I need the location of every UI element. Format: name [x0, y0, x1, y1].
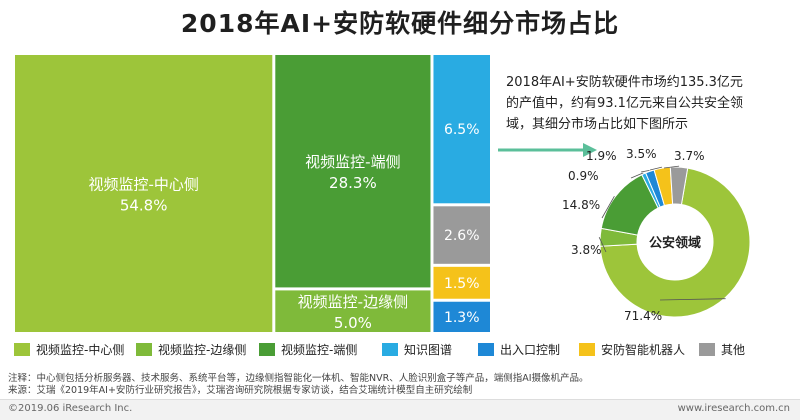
donut-leader-line — [640, 170, 650, 173]
treemap-category-label: 视频监控-中心侧 — [88, 176, 198, 194]
donut-value-label: 0.9% — [568, 169, 599, 183]
donut-value-label: 14.8% — [562, 198, 600, 212]
donut-value-label: 1.9% — [586, 149, 617, 163]
treemap-value-label: 54.8% — [120, 197, 168, 215]
treemap-cell-视频监控-中心侧 — [15, 55, 273, 332]
treemap-cell-视频监控-端侧 — [275, 55, 431, 288]
treemap-category-label: 视频监控-端侧 — [305, 153, 400, 171]
legend-item: 其他 — [699, 339, 745, 359]
legend-item: 视频监控-中心侧 — [14, 339, 124, 359]
legend-label: 视频监控-边缘侧 — [158, 342, 247, 357]
legend-label: 安防智能机器人 — [601, 342, 686, 357]
legend-swatch — [136, 342, 152, 356]
source-text: 来源：艾瑞《2019年AI+安防行业研究报告》，艾瑞咨询研究院根据专家访谈，结合… — [8, 385, 473, 396]
treemap-value-label: 1.3% — [444, 310, 480, 326]
legend-item: 视频监控-边缘侧 — [136, 339, 246, 359]
intro-line: 的产值中，约有93.1亿元来自公共安全领 — [506, 96, 743, 111]
legend-label: 视频监控-端侧 — [281, 342, 358, 357]
treemap-value-label: 28.3% — [329, 174, 377, 192]
site-url: www.iresearch.com.cn — [677, 403, 790, 414]
footer-bar: ©2019.06 iResearch Inc. www.iresearch.co… — [0, 399, 800, 420]
treemap-value-label: 6.5% — [444, 122, 480, 138]
treemap-value-label: 5.0% — [334, 314, 372, 332]
treemap-category-label: 视频监控-边缘侧 — [298, 293, 408, 311]
legend-swatch — [259, 342, 275, 356]
legend-label: 知识图谱 — [404, 342, 453, 357]
donut-leader-line — [649, 166, 663, 171]
legend-item: 安防智能机器人 — [579, 339, 685, 359]
donut-value-label: 71.4% — [624, 309, 662, 323]
donut-slice-其他 — [669, 166, 689, 206]
arrow-icon — [498, 143, 597, 157]
donut-slice-视频监控-中心侧 — [599, 167, 751, 318]
legend-swatch — [579, 342, 595, 356]
legend-item: 视频监控-端侧 — [259, 339, 357, 359]
notes: 注释：中心侧包括分析服务器、技术服务、系统平台等，边缘侧指智能化一体机、智能NV… — [8, 373, 788, 397]
treemap-cell-出入口控制 — [433, 301, 490, 332]
legend-swatch — [699, 342, 715, 356]
legend-item: 出入口控制 — [478, 339, 560, 359]
treemap-value-label: 2.6% — [444, 228, 480, 244]
legend-item: 知识图谱 — [382, 339, 452, 359]
legend: 视频监控-中心侧 视频监控-边缘侧 视频监控-端侧 知识图谱 出入口控制 安防智能机器人 其… — [14, 339, 794, 359]
legend-swatch — [14, 342, 30, 356]
treemap-cell-知识图谱 — [433, 55, 490, 204]
chart-title: 2018年AI+安防软硬件细分市场占比 — [180, 9, 620, 38]
note-text: 注释：中心侧包括分析服务器、技术服务、系统平台等，边缘侧指智能化一体机、智能NV… — [8, 373, 589, 384]
legend-label: 其他 — [721, 342, 746, 357]
donut-leader-line — [601, 195, 615, 219]
treemap-cell-其他 — [433, 206, 490, 264]
donut-value-label: 3.7% — [674, 149, 705, 163]
donut-leader-line — [598, 237, 607, 253]
legend-label: 出入口控制 — [500, 342, 561, 357]
treemap-value-label: 1.5% — [444, 276, 480, 292]
donut-leader-line — [630, 172, 644, 179]
treemap-cell-视频监控-边缘侧 — [275, 290, 431, 332]
legend-label: 视频监控-中心侧 — [36, 342, 125, 357]
donut-center-label: 公安领域 — [649, 235, 701, 251]
legend-swatch — [478, 342, 494, 356]
copyright-text: ©2019.06 iResearch Inc. — [8, 403, 133, 414]
donut-value-label: 3.8% — [571, 243, 602, 257]
treemap-cell-安防智能机器人 — [433, 266, 490, 299]
intro-text: 2018年AI+安防软硬件市场约135.3亿元 的产值中，约有93.1亿元来自公… — [506, 72, 774, 135]
donut-leader-line — [663, 165, 680, 169]
donut-value-label: 3.5% — [626, 147, 657, 161]
intro-line: 域，其细分市场占比如下图所示 — [506, 117, 689, 132]
donut-leader-line — [659, 298, 726, 301]
intro-line: 2018年AI+安防软硬件市场约135.3亿元 — [506, 75, 743, 90]
legend-swatch — [382, 342, 398, 356]
